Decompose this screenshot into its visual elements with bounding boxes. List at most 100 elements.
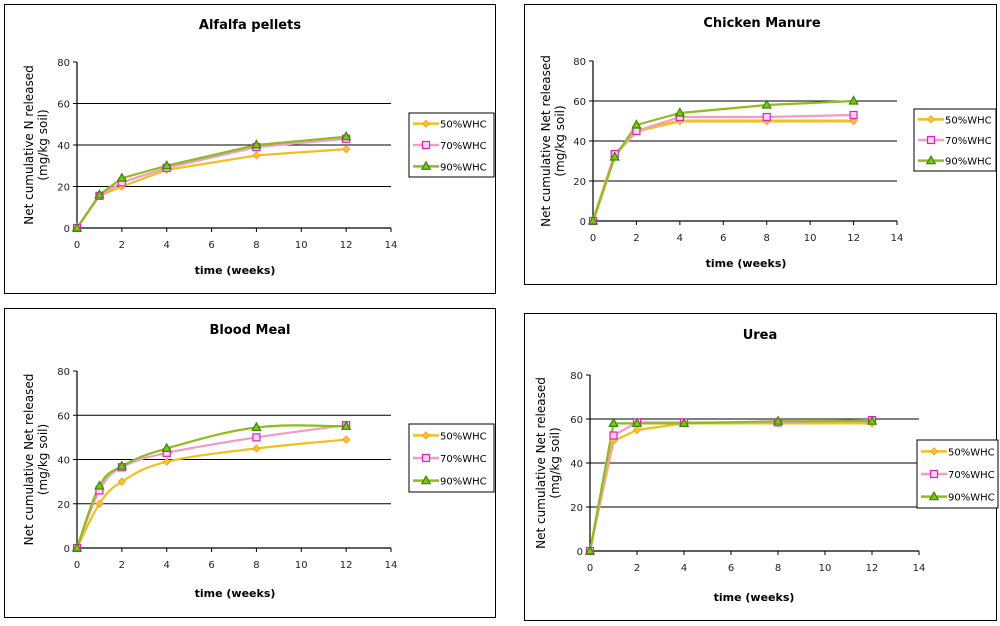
legend-marker [929,447,939,456]
x-tick-label: 2 [119,560,125,571]
x-tick-label: 2 [634,563,640,574]
y-tick-label: 80 [57,58,70,69]
legend-label: 70%WHC [945,136,992,147]
y-tick-label: 0 [577,547,583,558]
x-tick-label: 6 [720,233,726,244]
x-tick-label: 6 [208,240,214,251]
legend-label: 90%WHC [440,162,487,173]
legend-label: 90%WHC [945,157,992,168]
x-tick-label: 10 [295,240,308,251]
data-point-90pct-whc [674,107,686,117]
y-tick-label: 80 [57,367,70,378]
legend-label: 70%WHC [440,141,487,152]
data-point-50pct-whc [162,457,171,466]
data-point-90pct-whc [161,160,172,170]
legend-label: 50%WHC [945,115,992,126]
y-tick-label: 0 [64,224,70,235]
y-axis-label: Net cumulative Net released [534,377,548,549]
y-axis-label: Net cumulative N released [22,65,36,225]
data-point-90pct-whc [116,172,128,182]
data-point-90pct-whc [161,442,172,453]
legend: 50%WHC 70%WHC 90%WHC [408,112,495,178]
legend-marker [929,469,939,479]
data-point-50pct-whc [341,435,351,444]
data-point-90pct-whc [71,222,83,232]
x-tick-label: 12 [847,233,860,244]
data-point-90pct-whc [71,542,83,552]
y-tick-label: 20 [570,503,583,514]
data-point-90pct-whc [772,415,784,425]
legend-marker [421,453,431,463]
x-tick-label: 8 [253,560,259,571]
x-tick-label: 12 [866,563,879,574]
y-tick-label: 60 [57,411,70,422]
x-tick-label: 14 [891,233,904,244]
legend-label: 70%WHC [948,470,995,481]
legend-marker [420,474,432,485]
series-line-50pct-whc [76,438,347,549]
x-tick-label: 8 [253,240,259,251]
data-point-50pct-whc [117,477,127,486]
y-tick-label: 40 [57,456,70,467]
y-tick-label: 60 [57,100,70,111]
x-tick-label: 0 [74,240,80,251]
chart-blood-meal: Blood Meal 0 20 40 60 80 0 2 4 6 8 10 12 14 time (week… [22,323,495,600]
data-point-50pct-whc [252,151,261,160]
chart-chicken-manure: Chicken Manure 0 20 40 60 80 0 2 4 6 8 10 12 14 time (… [539,16,997,270]
x-tick-label: 0 [74,560,80,571]
data-point-90pct-whc [251,421,262,432]
y-tick-label: 60 [573,97,586,108]
y-axis-label: Net cumulative Net released [539,55,553,227]
legend-label: 70%WHC [440,454,487,465]
x-axis-label: time (weeks) [706,257,787,270]
data-point-70pct-whc [762,112,771,122]
legend-marker [420,160,432,170]
chart-title: Urea [743,328,778,343]
series-line-50pct-whc [588,422,872,552]
x-tick-label: 2 [119,240,125,251]
legend-label: 50%WHC [440,431,487,442]
data-point-70pct-whc [252,433,261,442]
data-point-70pct-whc [849,110,858,120]
legend-marker [421,119,431,128]
x-tick-label: 12 [340,240,353,251]
x-tick-label: 6 [728,563,734,574]
x-tick-label: 14 [385,560,398,571]
y-tick-label: 40 [57,141,70,152]
data-point-90pct-whc [587,215,599,225]
legend-label: 50%WHC [948,447,995,458]
y-axis-label-units: (mg/kg soil) [36,424,50,495]
data-point-50pct-whc [849,116,858,126]
legend-marker [928,490,940,501]
chart-title: Alfalfa pellets [199,18,301,33]
y-tick-label: 80 [573,57,586,68]
x-tick-label: 10 [804,233,817,244]
legend-label: 90%WHC [948,493,995,504]
series-line-90pct-whc [588,420,872,552]
data-point-90pct-whc [94,189,105,199]
legend-marker [926,135,936,145]
legend: 50%WHC 70%WHC 90%WHC [408,423,495,493]
data-point-90pct-whc [866,415,878,425]
x-tick-label: 12 [340,560,353,571]
y-tick-label: 40 [570,459,583,470]
legend-label: 90%WHC [440,477,487,488]
x-tick-label: 4 [677,233,683,244]
x-tick-label: 10 [819,563,832,574]
legend: 50%WHC 70%WHC 90%WHC [916,439,999,509]
y-tick-label: 0 [64,544,70,555]
data-point-90pct-whc [609,151,620,161]
data-point-90pct-whc [340,420,352,430]
y-tick-label: 20 [57,500,70,511]
data-point-50pct-whc [95,499,104,508]
series-line-50pct-whc [76,148,347,229]
y-axis-label-units: (mg/kg soil) [553,105,567,176]
series-line-90pct-whc [76,135,347,229]
legend-marker [421,431,431,440]
data-point-50pct-whc [632,425,642,435]
legend-label: 50%WHC [440,120,487,131]
data-point-90pct-whc [678,417,690,427]
x-tick-label: 8 [775,563,781,574]
x-axis-label: time (weeks) [195,587,276,600]
